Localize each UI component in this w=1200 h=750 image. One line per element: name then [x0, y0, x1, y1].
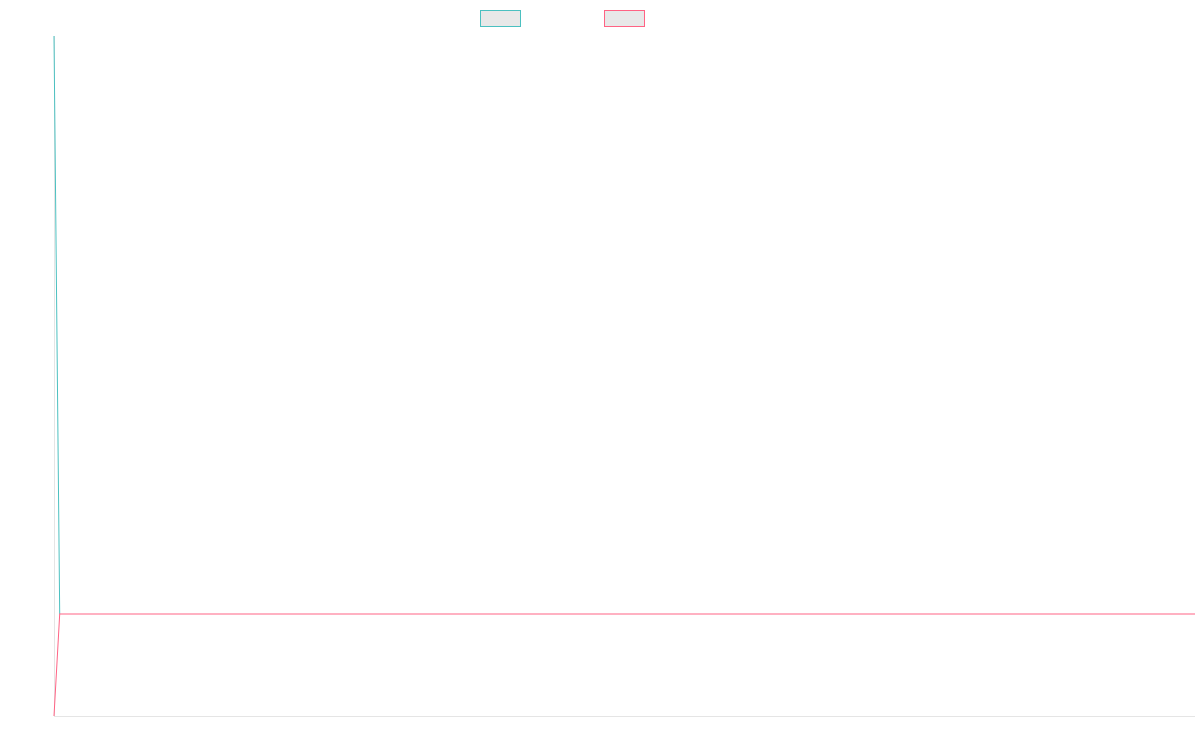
legend-swatch-series-2	[604, 9, 645, 27]
legend-swatch-series-1	[480, 9, 521, 27]
series-layer	[53, 35, 1195, 717]
legend-item-series-1[interactable]	[480, 9, 527, 27]
legend-item-series-2[interactable]	[604, 9, 651, 27]
chart-legend	[480, 9, 646, 27]
series-line-1	[53, 35, 1195, 615]
series-line-2	[53, 613, 1195, 717]
